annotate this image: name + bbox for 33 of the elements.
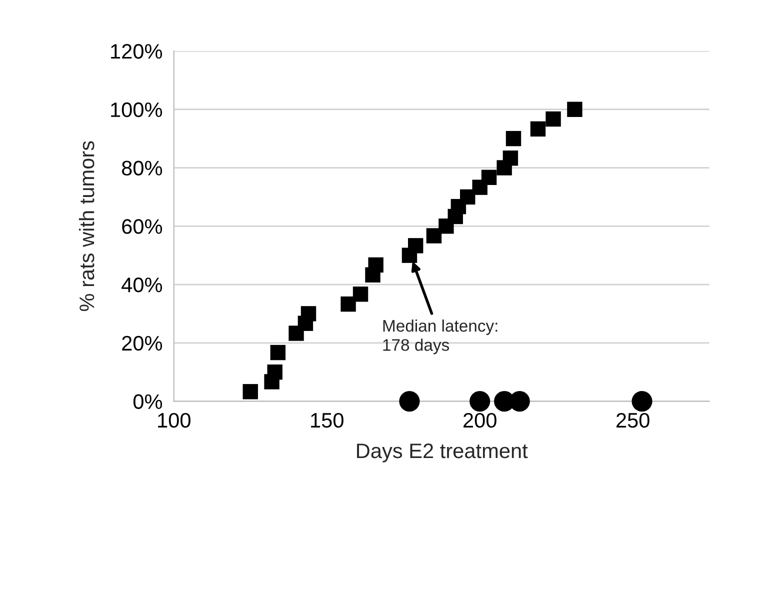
point — [481, 170, 497, 185]
point — [270, 344, 286, 360]
y-tick-label: 60% — [122, 219, 162, 234]
x-tick-label: 150 — [311, 412, 344, 428]
point — [546, 111, 561, 127]
y-tick-label: 100% — [111, 102, 162, 118]
point — [408, 238, 424, 254]
y-tick-label: 40% — [122, 278, 162, 292]
annotation: Median latency: 178 days — [383, 320, 498, 354]
point — [470, 390, 490, 412]
x-tick-label: 200 — [464, 412, 496, 428]
y-axis-title: % rats with tumors — [78, 141, 94, 312]
point — [632, 390, 652, 412]
y-tick-label: 20% — [122, 336, 162, 351]
point — [368, 257, 384, 273]
point — [340, 296, 356, 312]
point — [567, 102, 582, 117]
y-tick-label: 120% — [111, 44, 162, 59]
point — [426, 228, 442, 244]
y-tick-label: 80% — [122, 160, 162, 176]
point — [530, 121, 546, 137]
point — [352, 286, 368, 302]
point — [502, 150, 518, 166]
x-tick-label: 250 — [616, 412, 650, 428]
point — [300, 306, 316, 322]
point — [506, 130, 522, 146]
point — [460, 189, 476, 205]
y-tick-label: 0% — [133, 394, 162, 410]
point — [267, 364, 282, 380]
x-tick-label: 100 — [158, 412, 190, 428]
x-axis-title: Days E2 treatment — [357, 443, 528, 462]
point — [399, 390, 420, 412]
point — [242, 384, 258, 400]
